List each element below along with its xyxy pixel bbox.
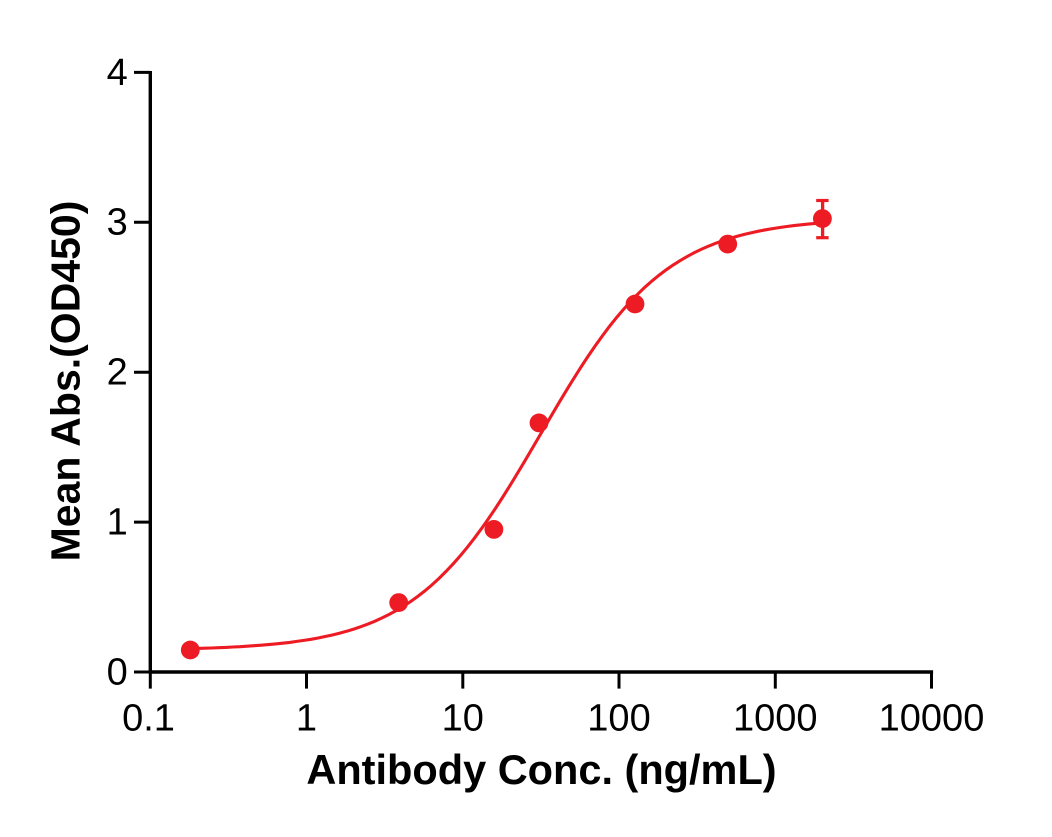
svg-text:2: 2 <box>107 352 128 394</box>
svg-text:1: 1 <box>296 697 317 739</box>
svg-text:Antibody Conc. (ng/mL): Antibody Conc. (ng/mL) <box>306 746 776 793</box>
svg-text:4: 4 <box>107 52 128 94</box>
svg-text:1000: 1000 <box>733 697 818 739</box>
svg-text:1: 1 <box>107 502 128 544</box>
svg-text:100: 100 <box>587 697 650 739</box>
svg-text:0.1: 0.1 <box>122 697 175 739</box>
svg-text:0: 0 <box>107 651 128 693</box>
svg-text:10: 10 <box>442 697 484 739</box>
svg-text:Mean Abs.(OD450): Mean Abs.(OD450) <box>42 201 88 562</box>
svg-text:10000: 10000 <box>879 697 985 739</box>
svg-text:3: 3 <box>107 202 128 244</box>
